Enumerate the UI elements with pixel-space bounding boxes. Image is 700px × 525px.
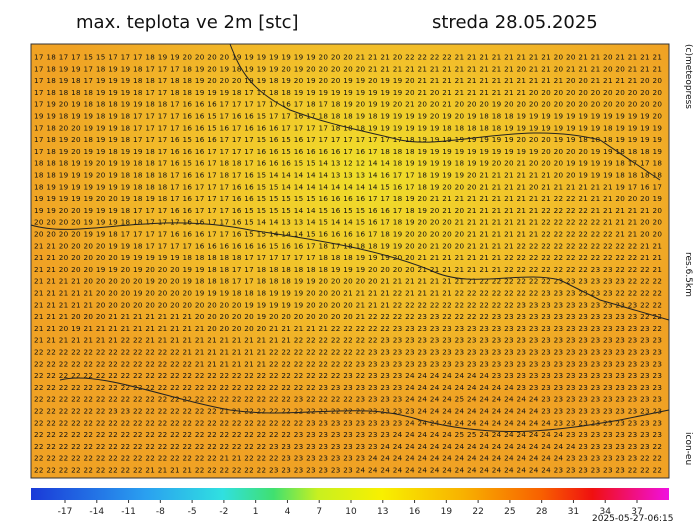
value-row: 22 22 22 22 22 22 22 22 22 22 22 22 22 2… (34, 454, 662, 463)
value-row: 22 22 22 22 22 22 22 22 22 22 22 22 22 2… (34, 430, 662, 439)
value-row: 17 18 18 18 18 19 19 19 18 17 17 18 18 1… (34, 88, 662, 97)
value-row: 17 19 20 19 18 18 18 19 19 18 18 17 16 1… (34, 100, 662, 109)
value-row: 20 20 20 20 19 19 18 17 17 17 17 16 16 1… (34, 230, 662, 239)
value-row: 21 21 21 20 20 20 21 21 21 21 21 21 21 2… (34, 312, 662, 321)
date: streda 28.05.2025 (432, 12, 598, 33)
value-row: 18 19 19 19 19 19 19 19 18 18 18 17 16 1… (34, 182, 662, 191)
value-row: 22 22 22 22 22 22 22 22 22 22 22 22 22 2… (34, 359, 662, 368)
colorbar-label: 19 (441, 507, 453, 517)
copyright: (c)meteopress (683, 44, 693, 109)
value-row: 17 18 19 19 17 18 19 19 18 17 17 17 18 1… (34, 64, 662, 73)
colorbar-label: -14 (89, 507, 104, 517)
resolution: res.6.5km (683, 252, 693, 297)
colorbar-label: 7 (316, 507, 322, 517)
value-row: 21 21 21 21 20 20 20 20 20 19 20 20 19 1… (34, 277, 662, 286)
colorbar-label: 13 (377, 507, 388, 517)
colorbar-label: 22 (472, 507, 483, 517)
value-row: 19 19 19 19 19 20 20 19 18 19 18 17 16 1… (34, 194, 662, 203)
value-row: 18 18 19 19 19 20 19 18 18 18 18 17 16 1… (34, 171, 662, 180)
value-row: 21 21 21 21 21 20 20 20 20 20 20 20 20 2… (34, 300, 662, 309)
value-row: 21 21 20 19 21 21 21 21 21 21 21 21 21 2… (34, 324, 662, 333)
colorbar-label: 34 (599, 507, 611, 517)
value-row: 22 22 22 22 22 22 22 22 22 22 22 22 22 2… (34, 395, 662, 404)
value-row: 21 21 20 20 20 20 19 19 18 17 17 17 17 1… (34, 241, 662, 250)
value-row: 22 22 22 22 22 22 22 22 22 21 21 21 21 2… (34, 466, 662, 475)
colorbar (31, 488, 669, 500)
colorbar-label: -8 (156, 507, 165, 517)
colorbar-label: -2 (219, 507, 228, 517)
colorbar-ticks: -17 -14 -11 -8 -5 -2 1 4 7 10 13 16 19 22 25 28 31 34 37 (58, 500, 643, 517)
colorbar-label: 16 (409, 507, 421, 517)
map-field (30, 43, 670, 479)
value-row: 19 19 20 20 19 19 19 18 17 17 17 16 16 1… (34, 206, 662, 215)
value-row: 21 21 20 20 20 20 20 19 19 19 19 19 18 1… (34, 253, 662, 262)
value-row: 21 21 21 21 21 21 21 22 22 21 21 21 21 2… (34, 336, 662, 345)
colorbar-label: 31 (568, 507, 579, 517)
value-row: 22 22 22 22 22 22 22 22 22 22 22 22 22 2… (34, 442, 662, 451)
model: icon-eu (683, 432, 693, 465)
colorbar-label: -5 (188, 507, 197, 517)
colorbar-label: -11 (121, 507, 136, 517)
colorbar-label: 28 (536, 507, 548, 517)
value-row: 21 21 20 20 20 19 19 20 19 20 20 20 19 1… (34, 265, 662, 274)
value-row: 22 22 22 22 22 22 22 22 22 22 22 22 21 2… (34, 348, 662, 357)
value-row: 21 21 21 21 21 20 20 20 19 20 20 20 20 1… (34, 289, 662, 298)
value-row: 17 18 19 20 18 19 19 18 17 17 17 16 15 1… (34, 135, 662, 144)
colorbar-label: -17 (58, 507, 73, 517)
value-row: 20 20 20 20 19 19 19 18 18 17 17 17 16 1… (34, 218, 662, 227)
title: max. teplota ve 2m [stc] (76, 12, 299, 33)
colorbar-label: 25 (504, 507, 515, 517)
border (30, 43, 670, 433)
colorbar-label: 1 (253, 507, 259, 517)
value-row: 22 22 22 22 22 22 22 22 22 22 22 22 22 2… (34, 371, 662, 380)
value-row: 17 18 19 18 17 19 19 19 18 18 17 18 18 1… (34, 76, 662, 85)
value-row: 18 18 18 19 19 20 19 19 18 18 17 16 15 1… (34, 159, 662, 168)
colorbar-label: 4 (285, 507, 291, 517)
value-grid: 17 18 17 17 15 15 17 17 17 18 19 19 20 2… (34, 53, 662, 475)
value-row: 17 18 19 20 19 19 18 19 19 18 17 16 16 1… (34, 147, 662, 156)
run-time: 2025-05-27-06:15 (592, 514, 674, 524)
colorbar-label: 10 (345, 507, 357, 517)
value-row: 19 19 18 19 19 18 19 18 17 17 17 17 16 1… (34, 112, 662, 121)
colorbar-label: 37 (631, 507, 642, 517)
value-row: 17 18 17 17 15 15 17 17 17 18 19 19 20 2… (34, 53, 662, 62)
value-row: 22 22 22 22 22 22 22 22 22 22 22 22 22 2… (34, 383, 662, 392)
value-row: 22 22 22 22 22 22 22 22 22 22 22 22 22 2… (34, 418, 662, 427)
